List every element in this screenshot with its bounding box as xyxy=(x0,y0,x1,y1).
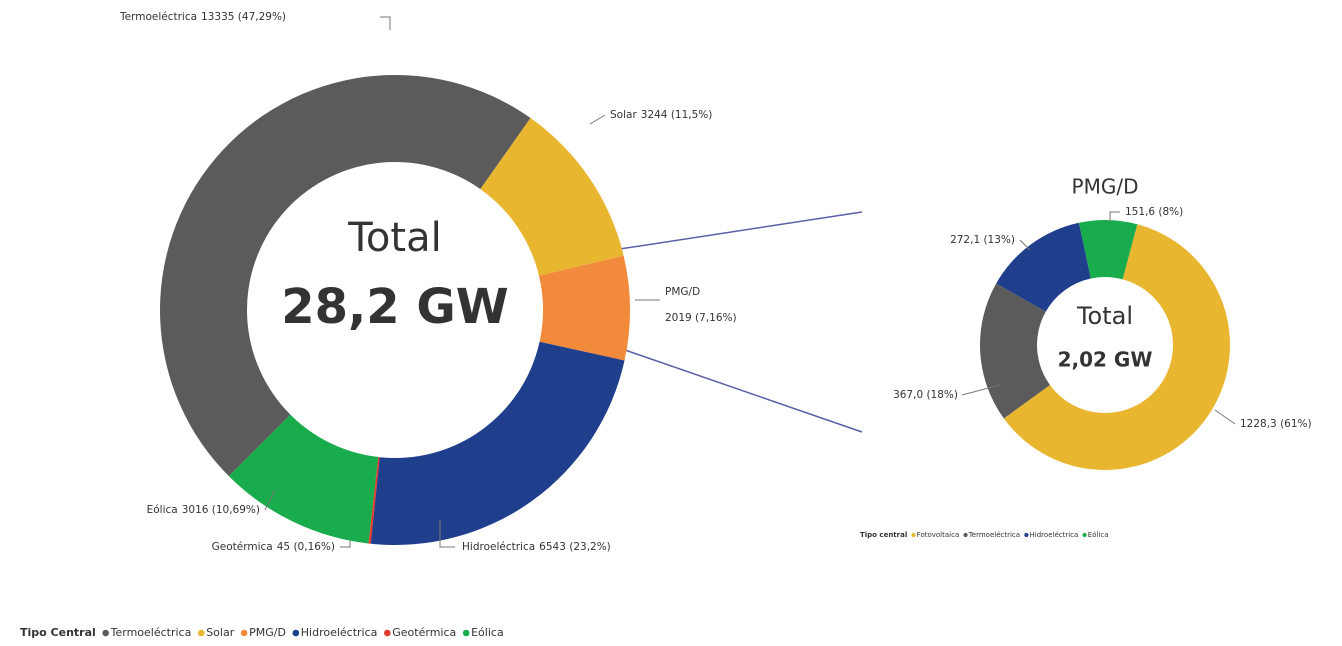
donut-slice xyxy=(996,222,1091,312)
slice-label: 45 (0,16%) xyxy=(277,541,335,553)
slice-label: 3244 (11,5%) xyxy=(641,109,713,121)
slice-label: 2019 (7,16%) xyxy=(665,312,737,324)
donut-slice xyxy=(538,255,631,361)
legend-marker xyxy=(1082,532,1087,538)
legend-marker xyxy=(292,629,300,637)
legend-label: Hidroeléctrica xyxy=(301,626,378,639)
donut-slice xyxy=(368,457,380,544)
slice-label-group: Solar 3244 (11,5%) xyxy=(610,109,712,121)
leader-line xyxy=(1019,239,1031,251)
leader-line xyxy=(1214,409,1236,425)
leader-line xyxy=(380,16,391,30)
donut-slice xyxy=(1003,224,1230,470)
connector xyxy=(624,349,863,433)
legend-label: Eólica xyxy=(471,626,504,639)
center-total: 28,2 GW xyxy=(281,279,508,335)
center-label: Total xyxy=(1076,302,1133,330)
legend-label: Hidroeléctrica xyxy=(1030,531,1079,539)
legend-marker xyxy=(102,629,109,637)
legend-label: Solar xyxy=(206,626,235,639)
center-label: Total xyxy=(347,215,441,261)
leader-line xyxy=(264,489,276,511)
leader-line xyxy=(961,384,1001,396)
slice-label: 367,0 (18%) xyxy=(893,389,958,401)
legend-label: Geotérmica xyxy=(392,626,456,639)
legend-label: Fotovoltaica xyxy=(917,531,960,539)
legend-title: Tipo central xyxy=(860,531,907,539)
slice-label: 13335 (47,29%) xyxy=(201,11,286,23)
slice-label-group: Geotérmica 45 (0,16%) xyxy=(212,541,335,553)
slice-label-group: Hidroeléctrica 6543 (23,2%) xyxy=(462,541,611,553)
legend-marker xyxy=(963,532,968,538)
leader-line xyxy=(589,114,606,125)
legend-marker xyxy=(1024,532,1029,538)
legend-marker xyxy=(197,629,205,637)
slice-category: Geotérmica xyxy=(212,541,273,553)
slice-category: PMG/D xyxy=(665,286,700,298)
slice-label: 151,6 (8%) xyxy=(1125,206,1183,218)
slice-category: Eólica xyxy=(147,504,178,516)
leader-line xyxy=(1109,211,1120,222)
slice-label: 272,1 (13%) xyxy=(950,234,1015,246)
donut-slice xyxy=(160,75,531,477)
legend-label: Termoeléctrica xyxy=(110,626,192,639)
donut-slice xyxy=(370,341,625,545)
slice-category: Solar xyxy=(610,109,637,121)
donut-slice xyxy=(480,118,624,276)
legend-label: Eólica xyxy=(1088,531,1109,539)
legend-marker xyxy=(462,629,470,637)
chart-title: PMG/D xyxy=(1072,175,1139,199)
donut-slice xyxy=(228,414,379,544)
slice-label-group: Eólica 3016 (10,69%) xyxy=(147,504,260,516)
legend-title: Tipo Central xyxy=(20,626,96,639)
slice-label-group: Termoeléctrica 13335 (47,29%) xyxy=(119,11,286,23)
slice-category: Hidroeléctrica xyxy=(462,541,535,553)
slice-label: 6543 (23,2%) xyxy=(539,541,611,553)
legend-marker xyxy=(911,532,916,538)
legend-label: PMG/D xyxy=(249,626,286,639)
legend-label: Termoeléctrica xyxy=(968,531,1020,539)
donut-slice xyxy=(980,283,1050,419)
slice-category: Termoeléctrica xyxy=(119,11,197,23)
center-total: 2,02 GW xyxy=(1058,348,1153,372)
slice-label: 3016 (10,69%) xyxy=(182,504,260,516)
legend-marker xyxy=(384,629,391,637)
donut-slice xyxy=(1078,220,1138,280)
leader-line xyxy=(439,520,455,548)
slice-label: 1228,3 (61%) xyxy=(1240,418,1312,430)
legend-marker xyxy=(240,629,248,637)
